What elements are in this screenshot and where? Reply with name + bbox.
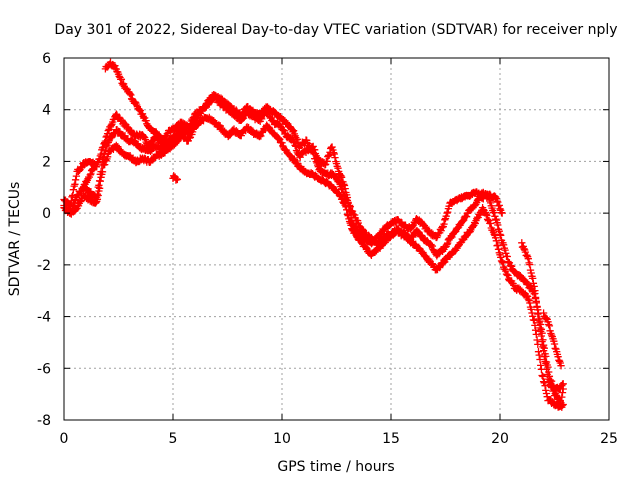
y-tick-label: 6 xyxy=(42,51,51,67)
y-tick-label: -6 xyxy=(37,361,51,377)
x-tick-label: 5 xyxy=(169,431,178,447)
plot-frame xyxy=(63,57,610,421)
y-tick-label: 0 xyxy=(42,206,51,222)
x-tick-label: 20 xyxy=(491,431,509,447)
y-tick-label: -4 xyxy=(37,310,51,326)
y-tick-label: 4 xyxy=(42,103,51,119)
x-tick-label: 15 xyxy=(382,431,400,447)
x-axis-label: GPS time / hours xyxy=(277,459,394,475)
series-track-4 xyxy=(101,58,186,151)
data-series xyxy=(60,58,567,411)
axis-ticks: 0 5 10 15 20 25 -8 -6 -4 -2 0 2 4 6 xyxy=(37,51,618,447)
y-tick-label: -2 xyxy=(37,258,51,274)
series-track-6 xyxy=(169,172,182,184)
x-tick-label: 0 xyxy=(60,431,69,447)
y-axis-label: SDTVAR / TECUs xyxy=(7,182,23,297)
x-tick-label: 25 xyxy=(600,431,618,447)
data-point-markers xyxy=(101,58,186,151)
series-track-8 xyxy=(539,309,565,370)
x-tick-label: 10 xyxy=(273,431,291,447)
data-point-markers xyxy=(79,162,99,192)
y-tick-label: 2 xyxy=(42,154,51,170)
series-track-7 xyxy=(518,239,567,394)
data-point-markers xyxy=(539,309,565,370)
data-point-markers xyxy=(518,239,567,394)
grid-lines xyxy=(64,58,609,420)
series-track-5 xyxy=(79,162,99,192)
y-tick-label: -8 xyxy=(37,413,51,429)
data-point-markers xyxy=(169,172,182,184)
chart-title: Day 301 of 2022, Sidereal Day-to-day VTE… xyxy=(54,22,617,38)
